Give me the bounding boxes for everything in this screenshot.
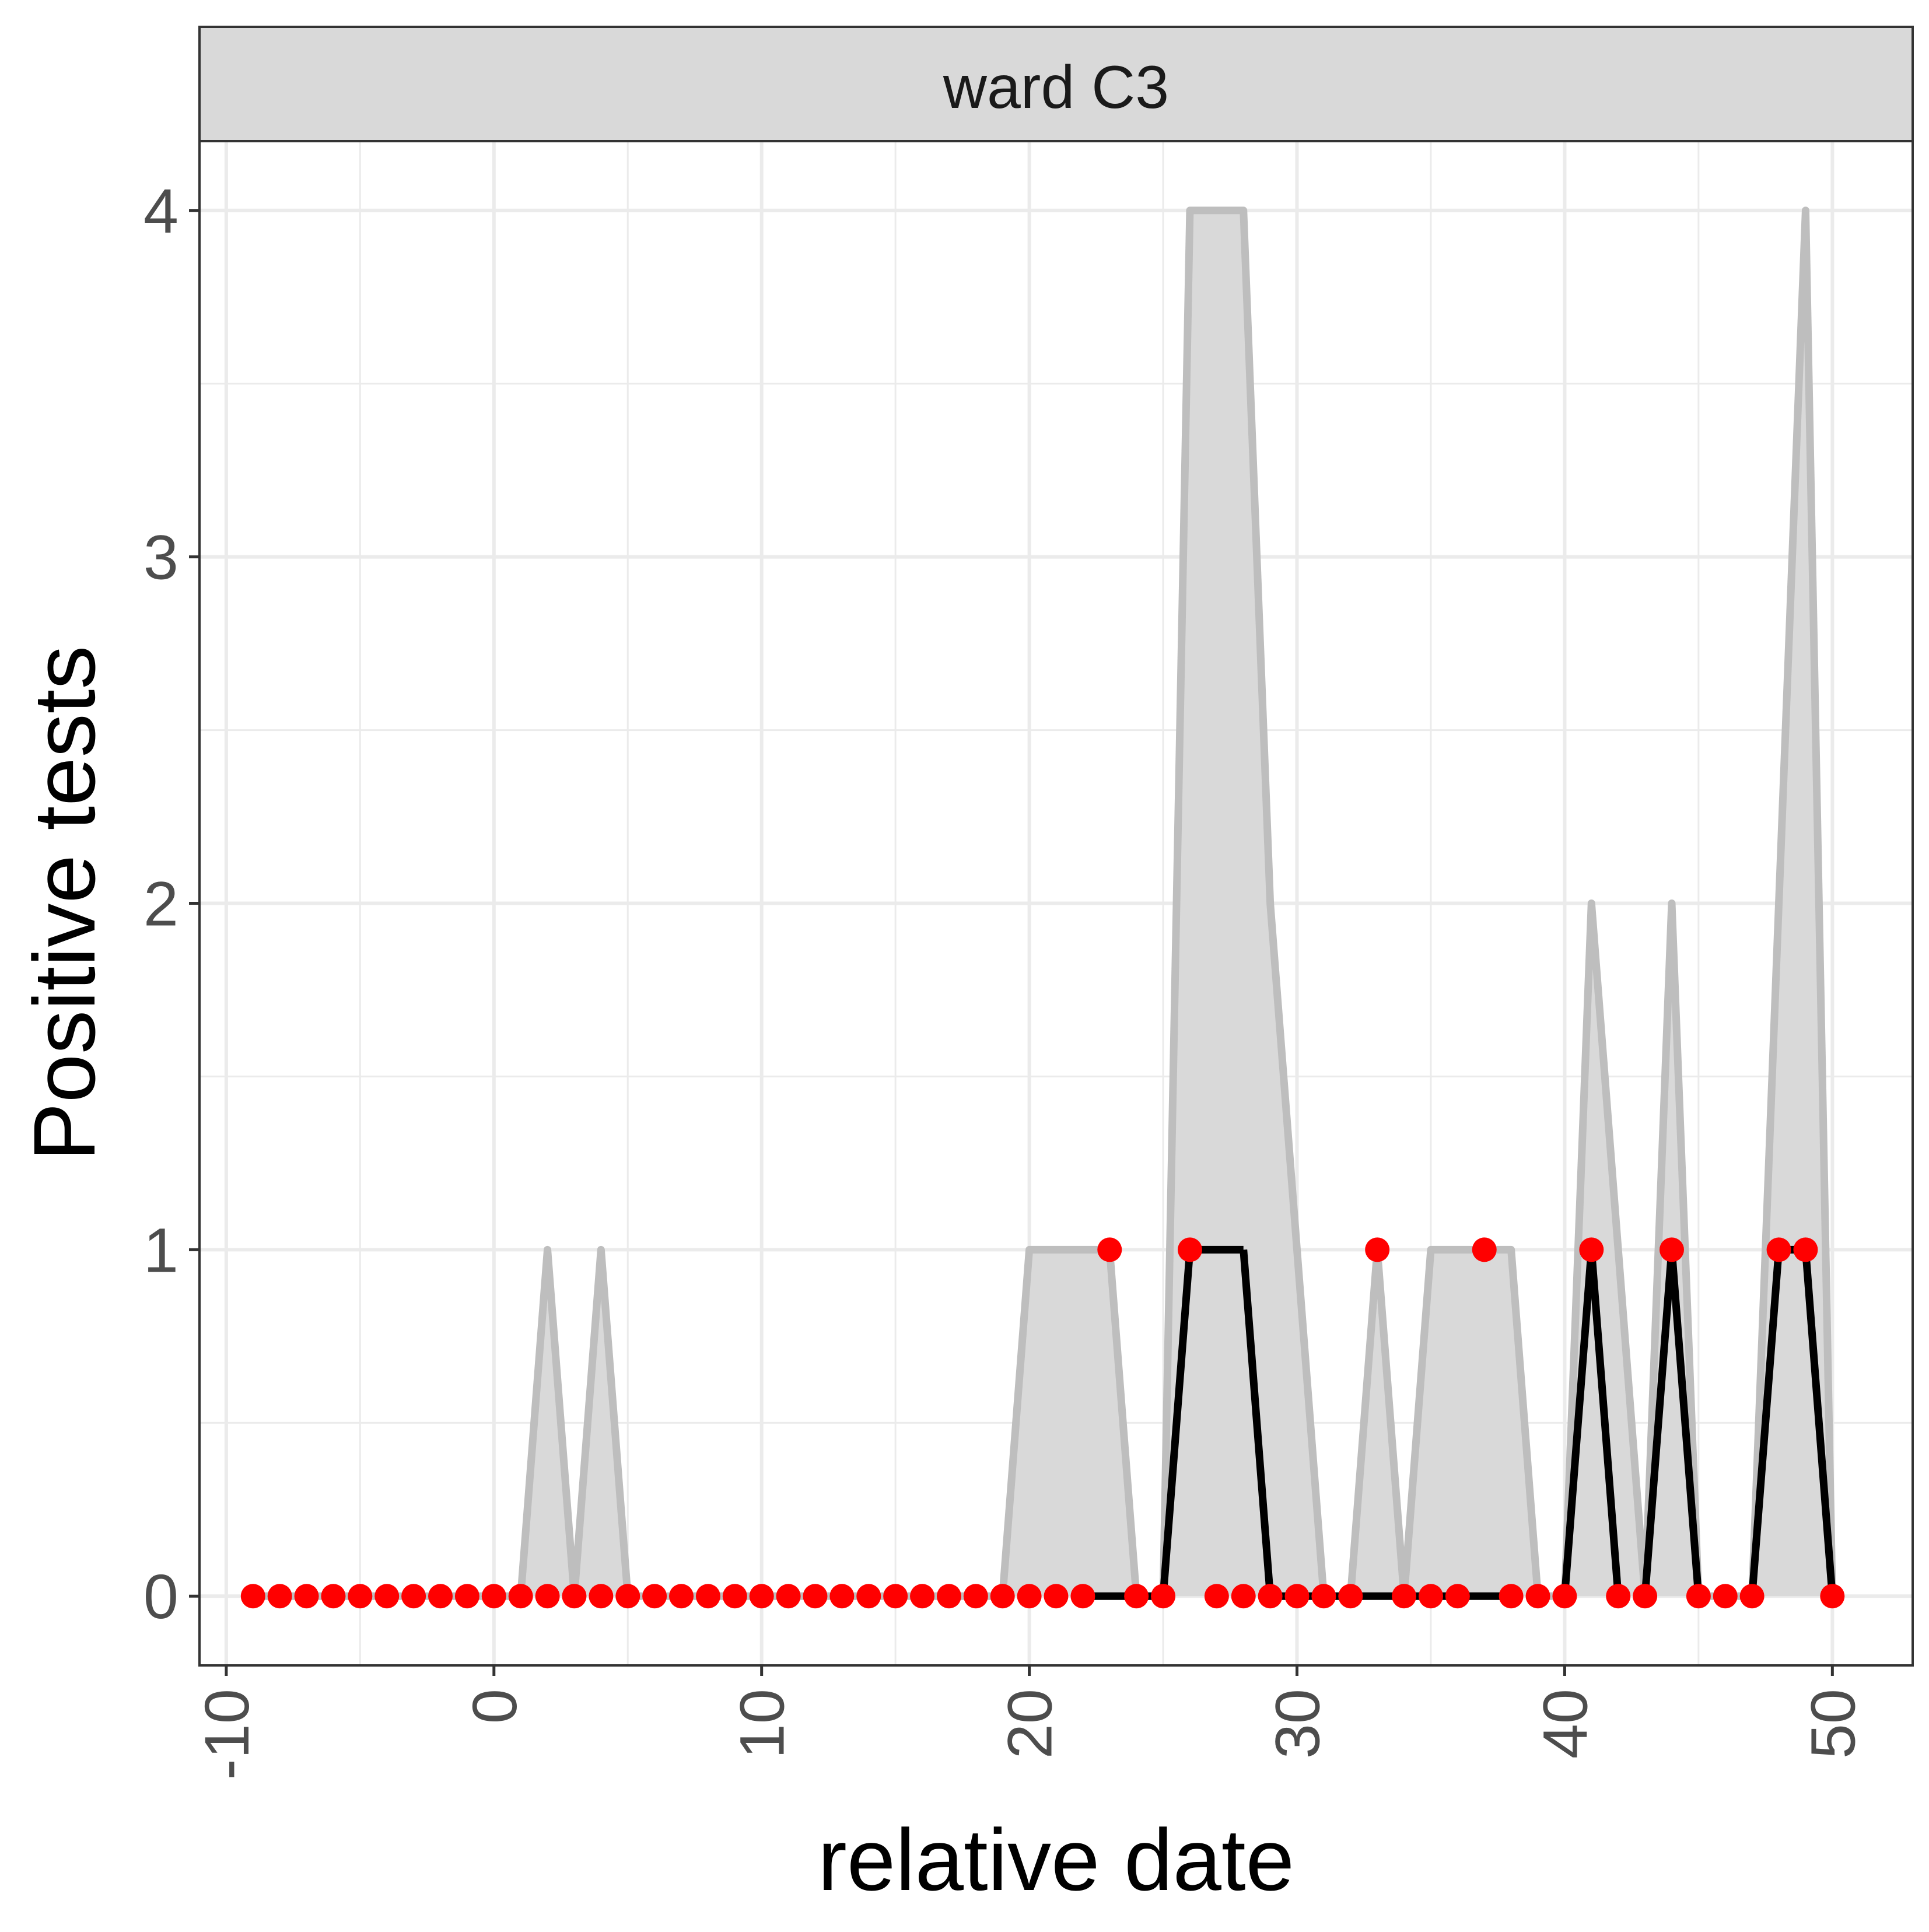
observed-point bbox=[829, 1584, 855, 1609]
observed-point bbox=[481, 1584, 506, 1609]
y-tick-label: 4 bbox=[143, 176, 178, 246]
observed-point bbox=[1606, 1584, 1631, 1609]
y-tick-label: 1 bbox=[143, 1214, 178, 1285]
observed-point bbox=[1552, 1584, 1577, 1609]
observed-points bbox=[240, 1237, 1845, 1609]
observed-line-segment bbox=[1801, 1249, 1836, 1597]
observed-point bbox=[1365, 1237, 1390, 1262]
observed-line-segment bbox=[1748, 1249, 1783, 1597]
observed-point bbox=[776, 1584, 801, 1609]
observed-point bbox=[428, 1584, 453, 1609]
observed-point bbox=[1017, 1584, 1042, 1609]
observed-point bbox=[454, 1584, 479, 1609]
observed-point bbox=[1472, 1237, 1497, 1262]
observed-point bbox=[348, 1584, 373, 1609]
observed-point bbox=[803, 1584, 828, 1609]
observed-point bbox=[883, 1584, 908, 1609]
observed-point bbox=[615, 1584, 640, 1609]
observed-point bbox=[589, 1584, 614, 1609]
observed-point bbox=[1499, 1584, 1524, 1609]
observed-point bbox=[1204, 1584, 1229, 1609]
observed-line-segment bbox=[1560, 1249, 1595, 1597]
facet-title: ward C3 bbox=[943, 54, 1169, 121]
observed-point bbox=[1258, 1584, 1283, 1609]
observed-point bbox=[1659, 1237, 1684, 1262]
observed-line-segment bbox=[1641, 1249, 1676, 1597]
observed-point bbox=[1766, 1237, 1791, 1262]
observed-point bbox=[1392, 1584, 1417, 1609]
observed-point bbox=[1338, 1584, 1363, 1609]
observed-point bbox=[910, 1584, 935, 1609]
observed-point bbox=[1793, 1237, 1818, 1262]
observed-point bbox=[722, 1584, 747, 1609]
x-axis-ticks: -10 0 10 20 30 40 50 bbox=[191, 1665, 1868, 1780]
observed-point bbox=[1151, 1584, 1176, 1609]
observed-point bbox=[642, 1584, 667, 1609]
observed-point bbox=[1044, 1584, 1069, 1609]
observed-point bbox=[695, 1584, 720, 1609]
x-tick-label: 40 bbox=[1529, 1689, 1600, 1759]
x-tick-label: 0 bbox=[459, 1689, 530, 1724]
observed-point bbox=[240, 1584, 265, 1609]
observed-point bbox=[936, 1584, 961, 1609]
observed-point bbox=[669, 1584, 694, 1609]
observed-point bbox=[1097, 1237, 1122, 1262]
y-tick-label: 3 bbox=[143, 522, 178, 593]
observed-point bbox=[1311, 1584, 1336, 1609]
observed-point bbox=[562, 1584, 587, 1609]
observed-point bbox=[1633, 1584, 1658, 1609]
x-tick-label: 20 bbox=[995, 1689, 1065, 1759]
observed-line-segment bbox=[1159, 1249, 1194, 1597]
x-axis-title: relative date bbox=[818, 1811, 1294, 1909]
observed-line-segment bbox=[1668, 1249, 1703, 1597]
observed-point bbox=[508, 1584, 533, 1609]
observed-point bbox=[401, 1584, 426, 1609]
observed-point bbox=[1525, 1584, 1550, 1609]
observed-point bbox=[1124, 1584, 1149, 1609]
observed-point bbox=[1713, 1584, 1738, 1609]
y-tick-label: 0 bbox=[143, 1561, 178, 1632]
observed-point bbox=[374, 1584, 400, 1609]
observed-point bbox=[321, 1584, 346, 1609]
observed-point bbox=[963, 1584, 988, 1609]
observed-point bbox=[1739, 1584, 1765, 1609]
observed-line-segment bbox=[1587, 1249, 1622, 1597]
observed-point bbox=[1177, 1237, 1202, 1262]
y-axis-ticks: 0 1 2 3 4 bbox=[143, 176, 199, 1632]
facet-strip: ward C3 bbox=[198, 26, 1914, 142]
observed-point bbox=[1418, 1584, 1443, 1609]
x-tick-label: -10 bbox=[191, 1689, 262, 1780]
observed-point bbox=[1070, 1584, 1095, 1609]
observed-point bbox=[294, 1584, 319, 1609]
observed-point bbox=[749, 1584, 774, 1609]
y-tick-label: 2 bbox=[143, 869, 178, 939]
observed-point bbox=[267, 1584, 292, 1609]
x-tick-label: 10 bbox=[727, 1689, 797, 1759]
observed-point bbox=[1231, 1584, 1256, 1609]
facet-strip-background bbox=[198, 26, 1914, 142]
x-tick-label: 50 bbox=[1797, 1689, 1868, 1759]
observed-point bbox=[990, 1584, 1015, 1609]
observed-point bbox=[1820, 1584, 1845, 1609]
observed-point bbox=[1686, 1584, 1711, 1609]
x-tick-label: 30 bbox=[1262, 1689, 1333, 1759]
observed-point bbox=[1284, 1584, 1310, 1609]
observed-point bbox=[535, 1584, 560, 1609]
observed-line bbox=[1083, 1245, 1836, 1600]
observed-point bbox=[1579, 1237, 1604, 1262]
y-axis-title: Positive tests bbox=[15, 646, 113, 1161]
observed-point bbox=[856, 1584, 881, 1609]
observed-line-segment bbox=[1240, 1249, 1275, 1597]
observed-point bbox=[1445, 1584, 1470, 1609]
